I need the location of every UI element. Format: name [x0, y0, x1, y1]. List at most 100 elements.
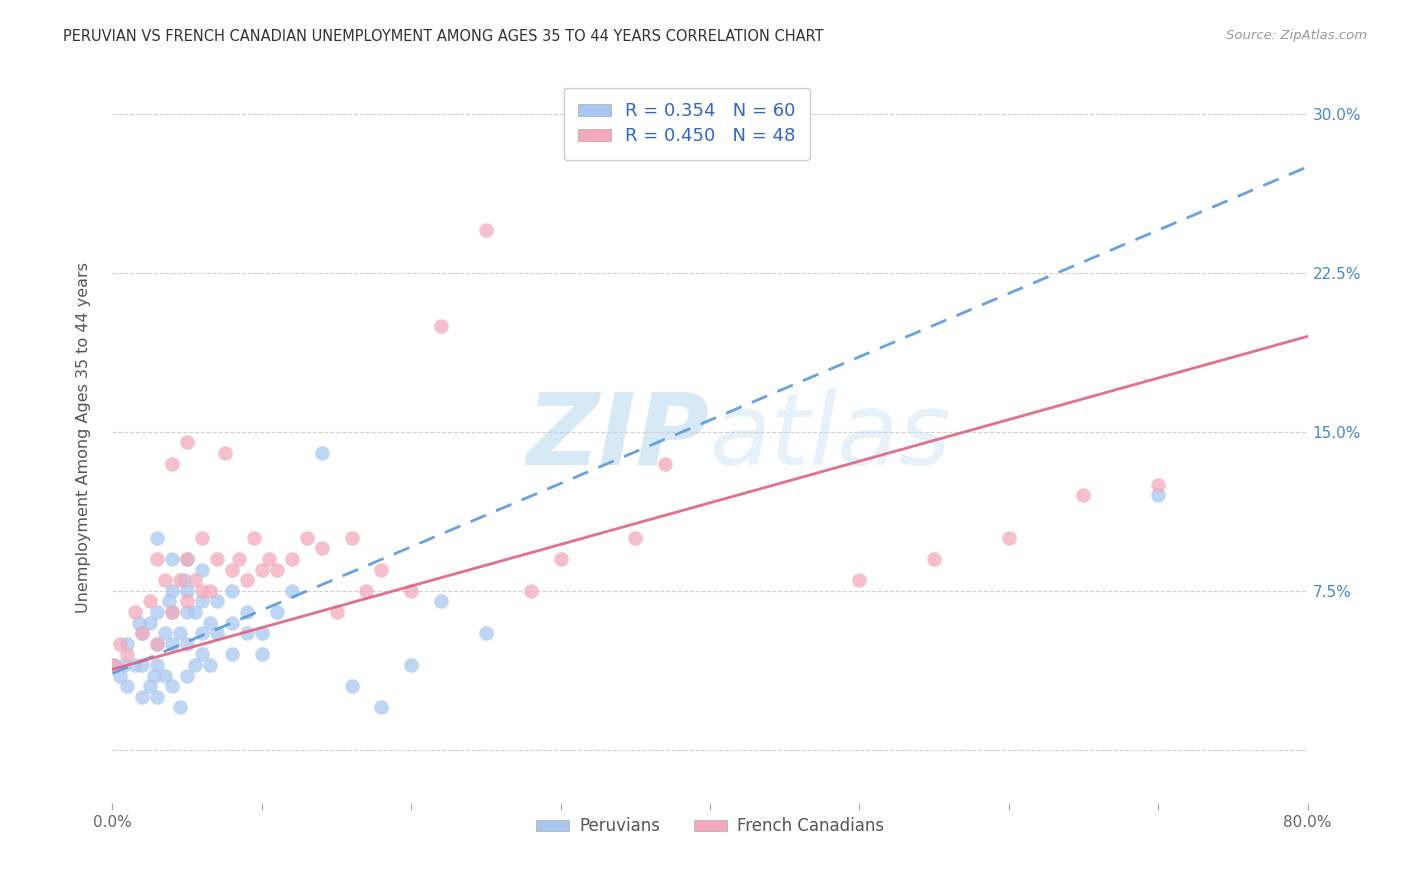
Point [311, 446, 333, 460]
Point [475, 626, 498, 640]
Text: PERUVIAN VS FRENCH CANADIAN UNEMPLOYMENT AMONG AGES 35 TO 44 YEARS CORRELATION C: PERUVIAN VS FRENCH CANADIAN UNEMPLOYMENT… [63, 29, 824, 44]
Point [173, 573, 195, 587]
Point [250, 563, 273, 577]
Point [198, 658, 221, 673]
Point [1073, 488, 1095, 502]
Point [139, 615, 162, 630]
Point [259, 552, 281, 566]
Point [281, 583, 304, 598]
Point [176, 637, 198, 651]
Point [922, 552, 945, 566]
Text: ZIP: ZIP [527, 389, 710, 485]
Point [176, 435, 198, 450]
Point [131, 626, 153, 640]
Point [131, 690, 153, 704]
Point [131, 658, 153, 673]
Point [311, 541, 333, 556]
Point [550, 552, 572, 566]
Point [103, 658, 125, 673]
Point [128, 615, 150, 630]
Point [401, 583, 423, 598]
Text: atlas: atlas [710, 389, 952, 485]
Point [146, 605, 169, 619]
Point [266, 563, 288, 577]
Point [153, 573, 176, 587]
Point [146, 690, 169, 704]
Point [191, 531, 214, 545]
Point [430, 318, 453, 333]
Point [221, 648, 243, 662]
Point [221, 563, 243, 577]
Point [198, 583, 221, 598]
Point [162, 552, 183, 566]
Point [250, 648, 273, 662]
Point [356, 583, 378, 598]
Point [162, 637, 183, 651]
Point [624, 531, 647, 545]
Point [162, 605, 183, 619]
Point [370, 563, 392, 577]
Point [139, 679, 162, 693]
Point [124, 658, 146, 673]
Point [250, 626, 273, 640]
Point [475, 223, 498, 237]
Point [295, 531, 318, 545]
Point [124, 605, 146, 619]
Point [157, 594, 180, 608]
Point [520, 583, 543, 598]
Point [169, 626, 191, 640]
Point [146, 531, 169, 545]
Point [139, 594, 162, 608]
Point [176, 594, 198, 608]
Point [243, 531, 266, 545]
Point [370, 700, 392, 714]
Point [169, 700, 191, 714]
Point [198, 615, 221, 630]
Point [214, 446, 236, 460]
Point [191, 563, 214, 577]
Point [146, 552, 169, 566]
Point [176, 668, 198, 682]
Point [848, 573, 870, 587]
Point [153, 626, 176, 640]
Point [340, 531, 363, 545]
Point [191, 648, 214, 662]
Point [205, 594, 228, 608]
Point [176, 605, 198, 619]
Point [221, 583, 243, 598]
Point [108, 668, 131, 682]
Point [236, 605, 259, 619]
Y-axis label: Unemployment Among Ages 35 to 44 years: Unemployment Among Ages 35 to 44 years [76, 261, 91, 613]
Point [183, 605, 205, 619]
Point [176, 552, 198, 566]
Point [236, 626, 259, 640]
Point [103, 658, 125, 673]
Point [191, 583, 214, 598]
Point [169, 573, 191, 587]
Point [654, 457, 676, 471]
Point [131, 626, 153, 640]
Point [281, 552, 304, 566]
Point [699, 107, 721, 121]
Point [266, 605, 288, 619]
Point [176, 583, 198, 598]
Point [1147, 488, 1170, 502]
Point [153, 668, 176, 682]
Point [205, 626, 228, 640]
Point [183, 658, 205, 673]
Point [146, 658, 169, 673]
Point [191, 626, 214, 640]
Point [117, 679, 139, 693]
Point [183, 573, 205, 587]
Point [143, 668, 166, 682]
Point [146, 637, 169, 651]
Legend: Peruvians, French Canadians: Peruvians, French Canadians [529, 811, 891, 842]
Point [114, 658, 135, 673]
Point [998, 531, 1021, 545]
Text: Source: ZipAtlas.com: Source: ZipAtlas.com [1226, 29, 1367, 42]
Point [176, 552, 198, 566]
Point [325, 605, 347, 619]
Point [205, 552, 228, 566]
Point [162, 679, 183, 693]
Point [162, 583, 183, 598]
